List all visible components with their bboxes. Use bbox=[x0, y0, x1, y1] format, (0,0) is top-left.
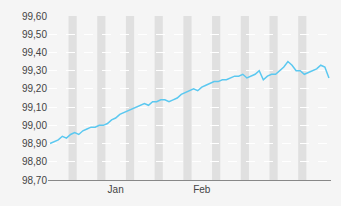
svg-text:98,70: 98,70 bbox=[22, 175, 47, 186]
svg-text:99,20: 99,20 bbox=[22, 83, 47, 94]
svg-text:98,80: 98,80 bbox=[22, 156, 47, 167]
svg-text:99,30: 99,30 bbox=[22, 65, 47, 76]
svg-text:99,50: 99,50 bbox=[22, 29, 47, 40]
svg-text:99,40: 99,40 bbox=[22, 47, 47, 58]
svg-text:99,10: 99,10 bbox=[22, 102, 47, 113]
svg-text:Jan: Jan bbox=[108, 184, 124, 195]
svg-text:99,60: 99,60 bbox=[22, 11, 47, 22]
svg-text:99,00: 99,00 bbox=[22, 120, 47, 131]
svg-text:Feb: Feb bbox=[193, 184, 211, 195]
svg-text:98,90: 98,90 bbox=[22, 138, 47, 149]
